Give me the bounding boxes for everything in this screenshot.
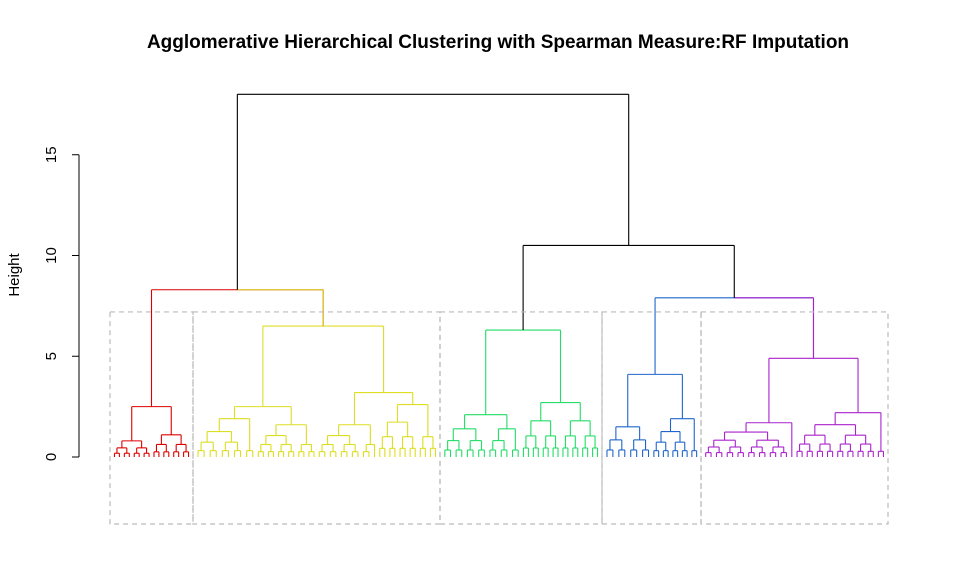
y-axis-label: Height xyxy=(6,252,23,296)
cluster-box-5 xyxy=(700,311,889,525)
cluster-box-2 xyxy=(192,311,441,525)
chart-title: Agglomerative Hierarchical Clustering wi… xyxy=(147,32,849,53)
cluster-box-3 xyxy=(439,311,603,525)
y-tick-label: 5 xyxy=(43,352,60,360)
cluster-box-4 xyxy=(601,311,702,525)
y-tick-label: 15 xyxy=(43,146,60,163)
y-tick-label: 0 xyxy=(43,453,60,461)
cluster-cut-boxes xyxy=(109,311,889,525)
dendrogram-tree xyxy=(113,93,885,457)
y-axis: 0 5 10 15 xyxy=(43,146,80,461)
y-tick-label: 10 xyxy=(43,247,60,264)
